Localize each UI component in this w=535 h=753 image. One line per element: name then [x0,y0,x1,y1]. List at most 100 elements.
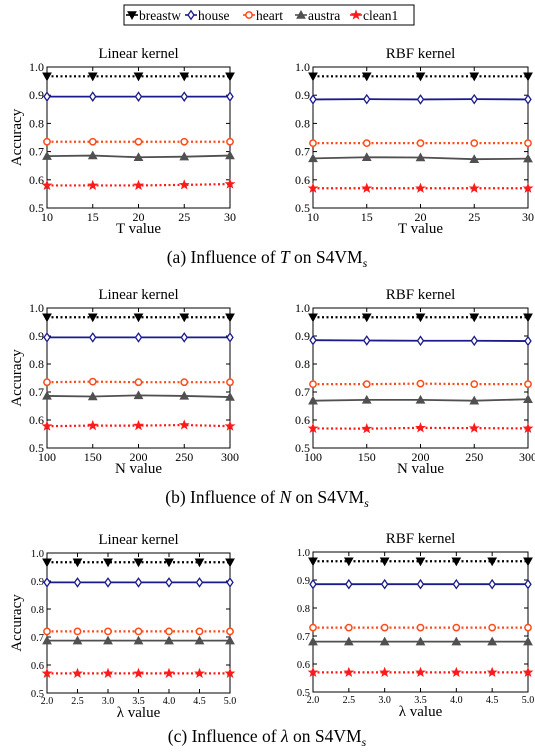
data-point-heart [43,627,51,636]
y-tick-label: 0.9 [29,88,44,102]
data-point-austra [523,394,533,404]
x-tick-label: 2.0 [41,696,54,707]
data-point-austra [42,390,52,400]
data-point-house [416,335,425,347]
data-point-clean1 [450,666,462,678]
legend-label-house: house [198,8,230,23]
data-point-house [195,577,204,588]
x-tick-label: 20 [415,210,427,224]
data-point-house [73,577,82,588]
data-point-breastw [133,558,144,568]
y-axis: 0.5 0.6 0.7 0.8 0.9 1.0 [29,301,230,455]
x-tick-label: 25 [178,210,190,224]
caption-prefix: (c) Influence of [168,726,281,746]
data-point-house [363,93,371,105]
data-point-house [524,578,532,590]
caption-suffix: on S4VM [291,487,364,507]
data-point-clean1 [415,182,426,193]
legend-marker-clean1 [350,9,362,20]
data-point-clean1 [224,420,236,431]
y-axis: 0.5 0.6 0.7 0.8 0.9 1.0 [31,549,230,700]
data-point-house [524,335,532,347]
data-point-heart [88,377,97,386]
data-point-breastw [308,557,318,567]
caption-suffix: on S4VM [289,726,362,746]
y-tick-label: 0.6 [295,413,310,427]
data-point-heart [88,137,97,146]
series-house [43,332,234,343]
data-point-breastw [42,558,52,568]
data-point-house [89,91,97,102]
data-point-austra [308,395,318,405]
y-tick-label: 0.9 [295,329,310,343]
y-axis: 0.5 0.6 0.7 0.8 0.9 1.0 [297,548,528,699]
series-clean1 [307,666,534,678]
data-point-heart [416,379,425,388]
data-point-heart [380,623,389,632]
y-tick-label: 0.7 [297,632,310,643]
caption-subscript: s [362,735,367,749]
data-point-breastw [133,313,144,323]
data-point-breastw [523,313,533,323]
x-tick-label: 30 [522,210,534,224]
chart-title: Linear kernel [98,46,178,62]
data-point-house [180,91,188,102]
x-tick-label: 4.5 [193,696,206,707]
chart-4: RBF kernel 0.5 0.6 0.7 0.8 0.9 1.0 100 150 200 250… [295,287,535,477]
series-breastw [308,313,533,323]
data-point-austra [361,152,372,162]
x-tick-label: 15 [87,210,99,224]
chart-2: RBF kernel 0.5 0.6 0.7 0.8 0.9 1.0 10 15 20 25 30 T … [295,46,534,237]
y-tick-label: 0.5 [29,201,44,215]
series-clean1 [307,422,534,434]
legend-marker-heart [245,11,253,19]
x-tick-label: 3.5 [132,696,145,707]
x-axis: 100 150 200 250 300 [304,308,535,464]
data-point-house [380,578,389,590]
series-austra [308,394,533,405]
series-clean1 [41,667,236,679]
x-tick-label: 200 [130,450,148,464]
caption-symbol: N [278,487,292,507]
data-point-house [134,91,143,102]
data-point-austra [133,152,144,162]
data-point-clean1 [133,667,144,679]
data-point-austra [469,154,480,163]
data-point-clean1 [41,420,53,431]
data-point-heart [226,378,234,387]
data-point-house [43,577,51,588]
data-point-heart [73,627,82,636]
series-breastw [308,72,533,82]
data-point-heart [180,137,189,146]
data-point-austra [487,636,498,646]
y-tick-label: 0.9 [297,576,310,587]
x-tick-label: 250 [465,450,483,464]
data-point-breastw [87,313,98,323]
data-point-breastw [361,313,372,323]
data-point-breastw [87,72,98,82]
data-point-austra [179,151,190,161]
data-point-breastw [415,557,426,567]
x-tick-label: 150 [84,450,102,464]
data-point-heart [180,378,189,387]
data-point-breastw [415,72,426,82]
data-point-house [452,578,461,590]
series-heart [309,139,532,148]
data-point-heart [362,139,371,148]
series-heart [43,137,234,146]
data-point-clean1 [194,667,205,679]
y-tick-label: 0.8 [29,116,44,130]
legend-box [123,4,415,26]
y-axis-label: Accuracy [9,349,25,407]
series-house [309,334,532,347]
data-point-clean1 [361,182,373,193]
data-point-clean1 [41,667,53,679]
series-austra [308,152,533,163]
y-tick-label: 0.8 [297,604,310,615]
y-tick-label: 0.6 [31,661,44,672]
series-house [43,577,234,588]
data-point-breastw [42,72,52,82]
x-tick-label: 10 [307,210,319,224]
data-point-house [180,332,188,343]
data-point-austra [523,153,533,163]
